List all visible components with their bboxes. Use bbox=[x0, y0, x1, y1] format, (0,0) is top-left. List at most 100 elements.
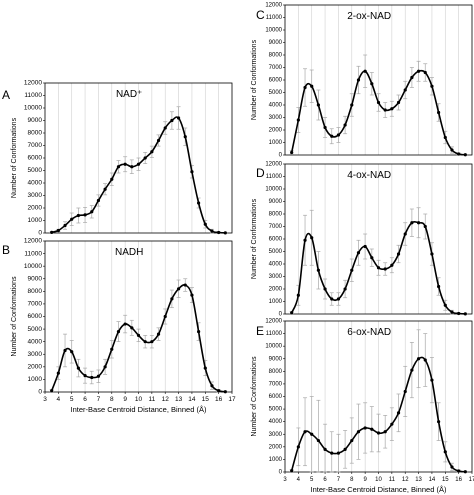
data-point bbox=[123, 162, 127, 166]
x-tick-label: 17 bbox=[469, 477, 474, 483]
data-point bbox=[463, 312, 467, 316]
y-tick-label: 12000 bbox=[24, 238, 42, 245]
data-point bbox=[370, 256, 374, 260]
data-point bbox=[323, 287, 327, 291]
data-point bbox=[156, 332, 161, 336]
y-tick-label: 0 bbox=[279, 470, 283, 476]
data-point bbox=[390, 263, 394, 267]
y-tick-label: 9000 bbox=[269, 199, 283, 205]
data-point bbox=[457, 152, 461, 156]
y-tick-label: 2000 bbox=[28, 364, 43, 371]
x-tick-label: 8 bbox=[110, 396, 114, 403]
y-tick-label: 2000 bbox=[269, 128, 283, 134]
data-point bbox=[383, 108, 387, 112]
data-point bbox=[336, 451, 341, 455]
data-point bbox=[350, 438, 354, 443]
data-point bbox=[443, 450, 447, 454]
data-point bbox=[416, 357, 421, 361]
y-tick-label: 11000 bbox=[266, 174, 283, 180]
y-tick-label: 8000 bbox=[269, 369, 283, 375]
y-tick-label: 5000 bbox=[269, 90, 283, 96]
y-tick-label: 2000 bbox=[269, 444, 283, 450]
x-tick-label: 11 bbox=[389, 477, 396, 483]
y-tick-label: 2000 bbox=[28, 205, 43, 212]
data-point bbox=[83, 213, 87, 217]
data-point bbox=[217, 389, 221, 393]
data-point bbox=[110, 177, 114, 181]
data-point bbox=[143, 340, 147, 344]
x-tick-label: 14 bbox=[188, 396, 196, 403]
panel-letter: C bbox=[256, 8, 265, 22]
x-tick-label: 12 bbox=[162, 396, 170, 403]
data-point bbox=[70, 350, 74, 354]
data-point bbox=[323, 447, 327, 451]
y-tick-label: 4000 bbox=[28, 180, 43, 187]
data-point bbox=[343, 287, 347, 291]
data-point bbox=[457, 469, 461, 473]
chart-title: NADH bbox=[115, 247, 143, 258]
data-point bbox=[330, 451, 334, 455]
data-point bbox=[83, 374, 87, 378]
x-tick-label: 6 bbox=[83, 396, 87, 403]
x-tick-label: 5 bbox=[70, 396, 74, 403]
data-point bbox=[303, 430, 307, 434]
data-point bbox=[423, 224, 427, 229]
data-point bbox=[163, 314, 167, 319]
panel-c: C 0 1000 2000 3000 4000 5000 6000 7000 8000 9000 10… bbox=[251, 3, 473, 159]
x-tick-label: 15 bbox=[202, 396, 210, 403]
x-tick-label: 4 bbox=[57, 396, 61, 403]
y-tick-label: 5000 bbox=[28, 167, 43, 174]
y-tick-label: 0 bbox=[38, 230, 42, 237]
data-point bbox=[376, 431, 381, 435]
data-point bbox=[110, 347, 114, 351]
y-tick-label: 6000 bbox=[269, 237, 283, 243]
x-tick-label: 6 bbox=[323, 477, 327, 483]
x-tick-label: 16 bbox=[215, 396, 223, 403]
data-point bbox=[210, 229, 214, 233]
y-tick-label: 6000 bbox=[28, 155, 43, 162]
data-point bbox=[376, 266, 381, 270]
data-point bbox=[390, 422, 394, 426]
x-tick-label: 13 bbox=[415, 477, 422, 483]
data-point bbox=[390, 107, 394, 111]
y-tick-label: 10000 bbox=[265, 28, 282, 34]
data-point bbox=[443, 303, 447, 307]
chart-title: 6-ox-NAD bbox=[347, 327, 391, 338]
data-point bbox=[450, 310, 454, 314]
y-tick-label: 8000 bbox=[269, 212, 283, 218]
data-point bbox=[197, 201, 201, 205]
data-point bbox=[416, 69, 421, 73]
data-point bbox=[356, 251, 361, 255]
x-tick-label: 17 bbox=[228, 396, 236, 403]
data-point bbox=[303, 238, 307, 242]
data-point bbox=[296, 118, 300, 122]
panel-letter: B bbox=[2, 243, 10, 257]
y-tick-label: 12000 bbox=[265, 3, 282, 9]
panel-d: D 0 1000 2000 3000 4000 5000 6000 7000 8000 9000 10… bbox=[251, 162, 473, 318]
y-axis-label: Number of Conformations bbox=[11, 276, 18, 357]
y-tick-label: 10000 bbox=[265, 344, 282, 350]
data-point bbox=[96, 374, 101, 378]
y-tick-label: 5000 bbox=[28, 326, 43, 333]
y-tick-label: 10000 bbox=[24, 105, 42, 112]
y-tick-label: 4000 bbox=[28, 338, 43, 345]
data-point bbox=[56, 228, 60, 233]
y-tick-label: 7000 bbox=[269, 224, 283, 230]
panel-letter: E bbox=[256, 324, 264, 338]
data-point bbox=[396, 411, 401, 415]
data-point bbox=[136, 162, 141, 166]
x-tick-label: 12 bbox=[402, 477, 409, 483]
y-tick-label: 2000 bbox=[269, 287, 283, 293]
data-point bbox=[303, 85, 307, 90]
x-tick-label: 5 bbox=[310, 477, 314, 483]
data-point bbox=[170, 297, 174, 301]
data-point bbox=[443, 135, 447, 140]
data-point bbox=[223, 390, 227, 394]
data-point bbox=[316, 438, 320, 443]
panel-a: A 0 1000 2000 3000 4000 5000 6000 7000 8000 9000 10… bbox=[2, 80, 233, 237]
data-point bbox=[190, 170, 194, 174]
y-tick-label: 7000 bbox=[269, 65, 283, 71]
y-tick-label: 9000 bbox=[28, 117, 43, 124]
data-point bbox=[170, 118, 174, 123]
data-point bbox=[63, 348, 67, 353]
